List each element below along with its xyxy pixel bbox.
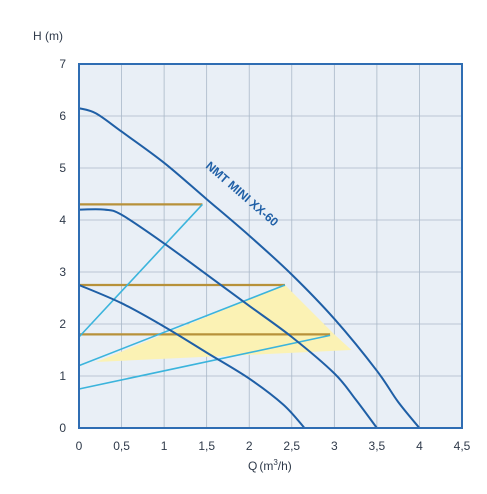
y-tick-label: 2 <box>59 317 66 331</box>
x-tick-label: 4 <box>416 439 423 453</box>
y-tick-label: 0 <box>59 421 66 435</box>
x-tick-label: 0,5 <box>113 439 130 453</box>
y-tick-label: 1 <box>59 369 66 383</box>
operating-area <box>96 285 352 362</box>
y-axis-label: H (m) <box>33 29 63 43</box>
x-axis-label: Q (m3/h) <box>248 458 292 473</box>
x-tick-label: 3,5 <box>369 439 386 453</box>
y-tick-label: 6 <box>59 109 66 123</box>
x-tick-label: 1,5 <box>198 439 215 453</box>
x-tick-label: 1 <box>161 439 168 453</box>
pump-curve <box>78 208 378 429</box>
x-tick-label: 2 <box>246 439 253 453</box>
pump-curve <box>78 107 421 429</box>
y-tick-label: 5 <box>59 161 66 175</box>
system-curve <box>78 334 331 390</box>
plot-frame <box>78 63 463 429</box>
y-tick-label: 7 <box>59 57 66 71</box>
x-axis-label-unit-tail: /h) <box>278 459 292 473</box>
x-axis-label-unit: (m <box>259 459 273 473</box>
y-tick-label: 3 <box>59 265 66 279</box>
x-tick-label: 0 <box>76 439 83 453</box>
x-tick-label: 2,5 <box>283 439 300 453</box>
x-axis-label-unit-sup: 3 <box>273 458 278 467</box>
pump-curve <box>78 284 306 429</box>
x-tick-label: 4,5 <box>454 439 471 453</box>
x-tick-label: 3 <box>331 439 338 453</box>
plot-background <box>79 64 462 428</box>
system-curve <box>78 284 286 367</box>
y-tick-label: 4 <box>59 213 66 227</box>
system-curve <box>78 203 203 338</box>
x-axis-label-q: Q <box>248 459 257 473</box>
